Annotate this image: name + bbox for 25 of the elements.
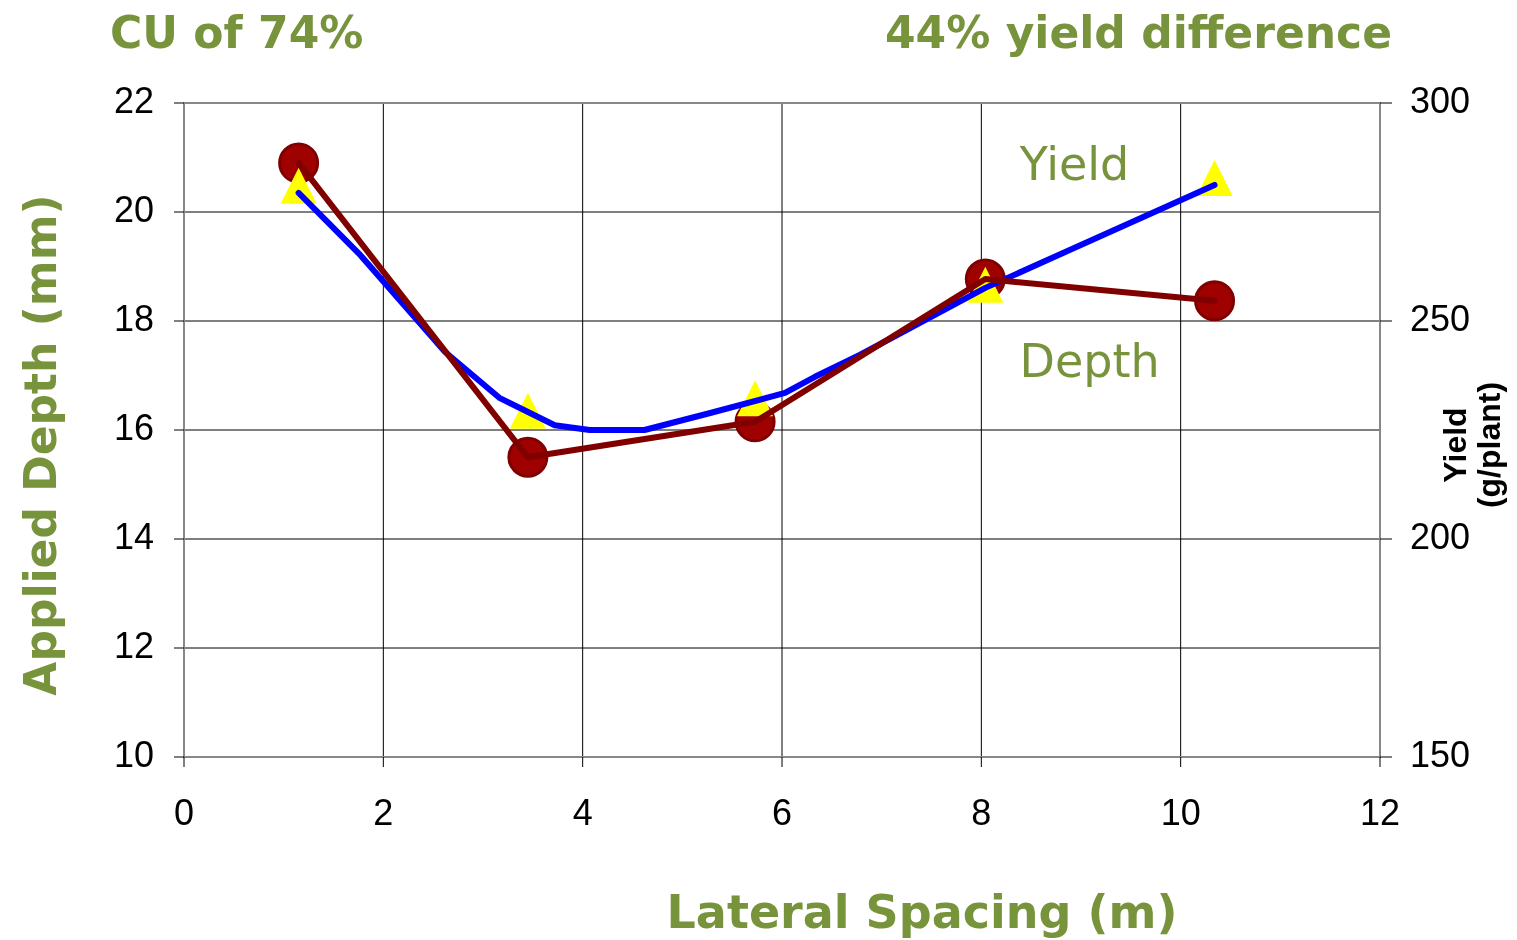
series-label: Depth [1019, 334, 1160, 389]
x-tick-label: 8 [971, 792, 992, 833]
y-tick-label: 12 [113, 624, 154, 666]
y2-tick-label: 200 [1410, 515, 1471, 557]
chart-title: CU of 74% [110, 7, 364, 58]
x-tick-label: 4 [572, 792, 593, 833]
chart-subtitle: 44% yield difference [885, 7, 1392, 58]
y-tick-label: 16 [113, 406, 154, 448]
y-axis-title: Applied Depth (mm) [15, 194, 66, 696]
y-tick-label: 22 [113, 79, 154, 121]
y2-tick-label: 150 [1410, 733, 1471, 775]
y-tick-label: 18 [113, 297, 154, 339]
y-tick-label: 20 [113, 188, 154, 230]
x-axis-title: Lateral Spacing (m) [666, 885, 1178, 939]
x-tick-label: 0 [173, 792, 195, 833]
y2-axis-title: Yield (g/plant) [1437, 381, 1507, 509]
y-tick-label: 14 [113, 515, 154, 557]
x-tick-label: 6 [771, 792, 793, 833]
series-label: Yield [1018, 137, 1130, 192]
x-tick-label: 12 [1359, 792, 1401, 833]
x-tick-label: 2 [373, 792, 394, 833]
x-tick-label: 10 [1160, 792, 1201, 833]
y2-tick-label: 300 [1410, 79, 1471, 121]
y2-tick-label: 250 [1410, 297, 1471, 339]
y-tick-label: 10 [113, 733, 154, 775]
